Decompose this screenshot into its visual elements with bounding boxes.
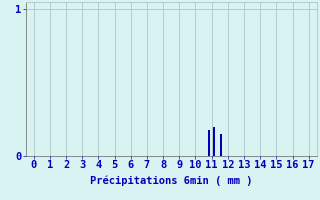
X-axis label: Précipitations 6min ( mm ): Précipitations 6min ( mm ) (90, 176, 252, 186)
Bar (220, 134, 221, 156)
Bar (208, 130, 210, 156)
Bar (213, 127, 215, 156)
